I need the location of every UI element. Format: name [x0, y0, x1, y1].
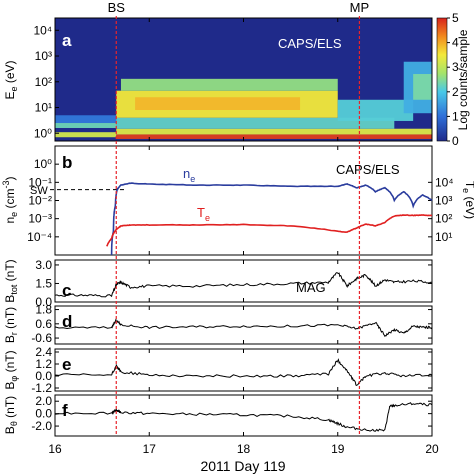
- panel-a-ytick-label-1: 10¹: [35, 101, 52, 115]
- panel-f-ylabel: Bθ (nT): [3, 396, 19, 434]
- panel-f-ytick-label-1: 0.0: [35, 407, 52, 421]
- colorbar-tick-label-3: 3: [452, 60, 459, 74]
- spectrogram-band-9: [337, 99, 414, 121]
- panel-a-ylabel: Ee (eV): [3, 60, 19, 99]
- x-axis-title: 2011 Day 119: [200, 458, 285, 474]
- colorbar-tick-label-1: 1: [452, 109, 459, 123]
- panel-b-instrument-label: CAPS/ELS: [336, 162, 400, 177]
- spectrogram-band-0: [55, 132, 117, 138]
- spectrogram-band-5: [116, 117, 395, 129]
- panel-letter-f: f: [62, 401, 68, 420]
- colorbar-gradient: [436, 17, 448, 142]
- te-series-label: Te: [197, 205, 210, 223]
- panel-b-ylabel: ne (cm-3): [1, 176, 19, 223]
- panel-b-ytick-label-1: 10⁻³: [28, 212, 52, 226]
- x-tick-label-2: 18: [237, 442, 251, 456]
- panel-d-ytick-label-2: 1.8: [35, 303, 52, 317]
- boundary-label-mp: MP: [350, 0, 370, 15]
- series-B_phi: [54, 358, 433, 386]
- series-B_theta: [54, 402, 433, 432]
- panel-letter-b: b: [62, 153, 72, 172]
- panel-b-y2tick-label-0: 10¹: [435, 230, 452, 244]
- panel-b-y2label: Te (eV): [461, 181, 474, 219]
- panel-e-ytick-label-0: -1.2: [31, 381, 52, 395]
- panel-e-ytick-label-1: 0.0: [35, 369, 52, 383]
- colorbar: 0 1 2 3 4 5 Log counts/sample: [436, 11, 470, 148]
- x-tick-label-1: 17: [143, 442, 157, 456]
- spectrogram-band-8: [120, 78, 338, 91]
- panel-e-frame: [54, 348, 433, 392]
- panel-e-ytick-label-3: 2.4: [35, 345, 52, 359]
- series-T_e: [106, 214, 432, 247]
- panel-c-ytick-label-2: 3.0: [35, 258, 52, 272]
- panel-a-ytick-label-3: 10³: [35, 49, 52, 63]
- spectrogram-band-4: [116, 128, 432, 135]
- spectrogram-band-1: [55, 123, 117, 128]
- panel-b-ytick-label-3: 10⁻¹: [28, 175, 52, 189]
- colorbar-tick-label-0: 0: [452, 134, 459, 148]
- panel-b-ytick-label-0: 10⁻⁴: [27, 230, 52, 244]
- series-B_r: [54, 317, 433, 338]
- panel-a-ytick-label-0: 10⁰: [34, 126, 52, 140]
- panel-letter-d: d: [62, 312, 72, 331]
- sw-annotation: SW: [30, 185, 48, 197]
- panel-d-ylabel: Br (nT): [3, 307, 19, 343]
- panel-d: [54, 305, 433, 345]
- colorbar-label: Log counts/sample: [456, 29, 470, 130]
- panel-e: [54, 348, 433, 392]
- panel-d-frame: [54, 305, 433, 345]
- boundary-label-bs: BS: [108, 0, 126, 15]
- spectrogram-band-7: [135, 97, 301, 111]
- panel-b-y2tick-label-2: 10³: [435, 194, 452, 208]
- series-n_e: [110, 182, 433, 256]
- x-tick-label-4: 20: [425, 442, 439, 456]
- panel-b-ytick-label-2: 10⁻²: [28, 194, 52, 208]
- panel-b-y2tick-label-3: 10⁴: [435, 175, 454, 189]
- panel-a: [54, 17, 433, 142]
- panel-a-instrument-label: CAPS/ELS: [278, 36, 342, 51]
- colorbar-tick-label-4: 4: [452, 36, 459, 50]
- panel-c-ytick-label-0: 0.0: [35, 295, 52, 309]
- panel-a-ytick-label-4: 10⁴: [33, 23, 52, 37]
- panel-b-y2tick-label-1: 10²: [435, 212, 452, 226]
- spectrogram-band-3: [116, 134, 432, 139]
- panel-b-ytick-label-4: 10⁰: [34, 157, 52, 171]
- panel-letter-a: a: [62, 31, 72, 50]
- colorbar-tick-label-2: 2: [452, 85, 459, 99]
- panel-letter-e: e: [62, 355, 71, 374]
- panel-f-ytick-label-0: -2.0: [31, 419, 52, 433]
- spectrogram-band-2: [55, 115, 117, 124]
- panel-letter-c: c: [62, 281, 71, 300]
- panel-d-ytick-label-0: -0.6: [31, 331, 52, 345]
- panel-c-ylabel: Btot (nT): [3, 259, 19, 302]
- spectrogram-band-11: [413, 74, 432, 100]
- panel-e-ylabel: Bφ (nT): [3, 350, 19, 389]
- x-tick-label-3: 19: [331, 442, 345, 456]
- ne-series-label: ne: [183, 166, 195, 184]
- panel-f-ytick-label-2: 2.0: [35, 394, 52, 408]
- panel-c-ytick-label-1: 1.5: [35, 276, 52, 290]
- series-B_tot: [54, 272, 433, 298]
- panel-d-ytick-label-1: 0.6: [35, 317, 52, 331]
- colorbar-tick-label-5: 5: [452, 11, 459, 25]
- panel-e-ytick-label-2: 1.2: [35, 357, 52, 371]
- x-tick-label-0: 16: [48, 442, 62, 456]
- panel-a-ytick-label-2: 10²: [35, 75, 52, 89]
